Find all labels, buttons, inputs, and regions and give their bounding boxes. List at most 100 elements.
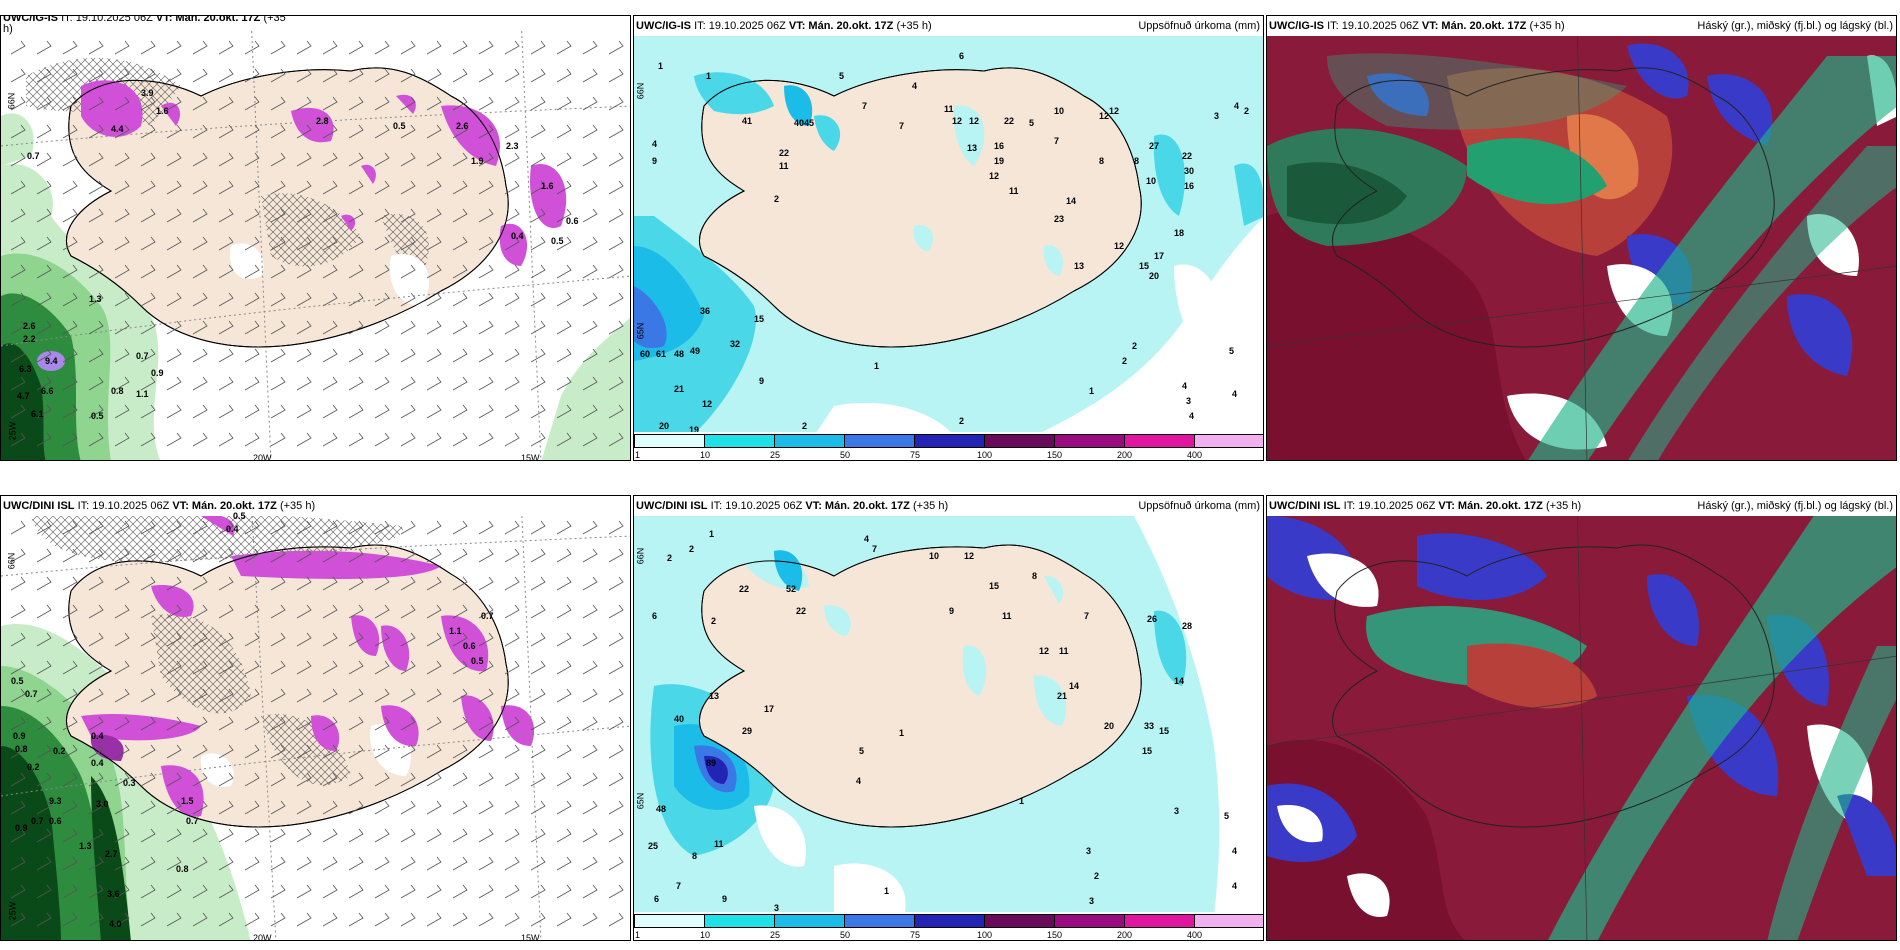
value-label: 15 bbox=[1159, 726, 1170, 736]
init-time: IT: 19.10.2025 06Z bbox=[694, 20, 786, 32]
value-label: 0.6 bbox=[49, 816, 62, 826]
value-label: 3 bbox=[1174, 806, 1180, 816]
value-label: 1.6 bbox=[156, 106, 169, 116]
value-label: 5 bbox=[1029, 118, 1035, 128]
panel-header: UWC/IG-IS IT: 19.10.2025 06Z VT: Mán. 20… bbox=[1267, 16, 1896, 36]
panel-bottom-right-clouds: UWC/DINI ISL IT: 19.10.2025 06Z VT: Mán.… bbox=[1266, 495, 1897, 941]
value-label: 9 bbox=[652, 156, 658, 166]
value-label: 3.9 bbox=[141, 88, 154, 98]
value-label: 0.7 bbox=[25, 689, 38, 699]
panel-header: UWC/IG-IS IT: 19.10.2025 06Z VT: Mán. 20… bbox=[1, 16, 630, 28]
value-label: 52 bbox=[786, 584, 797, 594]
lat-label-66n: 66N bbox=[6, 552, 17, 570]
value-label: 1.9 bbox=[471, 156, 484, 166]
value-label: 2 bbox=[774, 194, 780, 204]
value-label: 15 bbox=[1139, 261, 1150, 271]
value-label: 32 bbox=[730, 339, 741, 349]
value-label: 61 bbox=[656, 349, 667, 359]
model-name: UWC/IG-IS bbox=[1269, 20, 1324, 32]
panel-header: UWC/DINI ISL IT: 19.10.2025 06Z VT: Mán.… bbox=[1267, 496, 1896, 516]
value-label: 21 bbox=[1057, 691, 1068, 701]
value-label: 17 bbox=[1154, 251, 1165, 261]
value-label: 11 bbox=[1002, 611, 1012, 621]
value-label: 2.8 bbox=[316, 116, 329, 126]
value-label: 1.1 bbox=[449, 626, 462, 636]
valid-time: VT: Mán. 20.okt. 17Z bbox=[1438, 500, 1543, 512]
colorbar-tick: 100 bbox=[977, 930, 993, 940]
value-label: 0.5 bbox=[11, 676, 24, 686]
value-label: 5 bbox=[1224, 811, 1230, 821]
value-label: 0.5 bbox=[233, 511, 246, 521]
value-label: 3.0 bbox=[96, 799, 109, 809]
valid-time: VT: Mán. 20.okt. 17Z bbox=[805, 500, 910, 512]
value-label: 0.8 bbox=[176, 864, 189, 874]
value-label: 0.5 bbox=[551, 236, 564, 246]
lead-time-wrap: h) bbox=[3, 23, 13, 35]
value-label: 10 bbox=[929, 551, 940, 561]
value-label: 1 bbox=[1019, 796, 1025, 806]
value-label: 6 bbox=[652, 611, 658, 621]
value-label: 16 bbox=[1184, 181, 1195, 191]
value-label: 8 bbox=[1032, 571, 1038, 581]
value-label: 29 bbox=[742, 726, 753, 736]
value-label: 8 bbox=[1099, 156, 1105, 166]
value-label: 40 bbox=[794, 118, 805, 128]
value-label: 8 bbox=[692, 851, 698, 861]
colorbar-swatch bbox=[704, 434, 775, 448]
colorbar-tick: 50 bbox=[840, 930, 851, 940]
value-label: 19 bbox=[689, 425, 700, 435]
colorbar-swatch bbox=[634, 434, 705, 448]
value-label: 8 bbox=[1134, 156, 1140, 166]
value-label: 11 bbox=[1009, 186, 1019, 196]
value-label: 0.9 bbox=[15, 823, 28, 833]
value-label: 49 bbox=[690, 346, 701, 356]
colorbar-swatch bbox=[1054, 914, 1125, 928]
value-label: 89 bbox=[706, 758, 717, 768]
colorbar-swatch bbox=[1124, 914, 1195, 928]
value-label: 6.3 bbox=[19, 364, 32, 374]
value-label: 14 bbox=[1066, 196, 1077, 206]
lat-label-65n: 65N bbox=[635, 322, 646, 340]
panel-top-left-wind-precip: UWC/IG-IS IT: 19.10.2025 06Z VT: Mán. 20… bbox=[0, 15, 631, 461]
value-label: 19 bbox=[994, 156, 1005, 166]
valid-time: VT: Mán. 20.okt. 17Z bbox=[172, 500, 277, 512]
value-label: 2 bbox=[1132, 341, 1138, 351]
lon-label-20w: 20W bbox=[253, 933, 272, 941]
value-label: 10 bbox=[1054, 106, 1065, 116]
value-label: 17 bbox=[764, 704, 775, 714]
colorbar-swatch bbox=[844, 434, 915, 448]
value-label: 4 bbox=[864, 534, 870, 544]
colorbar-tick: 200 bbox=[1117, 930, 1133, 940]
colorbar-swatch bbox=[914, 914, 985, 928]
panel-top-right-clouds: UWC/IG-IS IT: 19.10.2025 06Z VT: Mán. 20… bbox=[1266, 15, 1897, 461]
panel-header: UWC/DINI ISL IT: 19.10.2025 06Z VT: Mán.… bbox=[1, 496, 630, 516]
value-label: 7 bbox=[872, 544, 878, 554]
value-label: 6.6 bbox=[41, 386, 54, 396]
value-label: 13 bbox=[967, 143, 978, 153]
value-label: 12 bbox=[1099, 111, 1110, 121]
value-label: 3 bbox=[1186, 396, 1192, 406]
value-label: 22 bbox=[739, 584, 750, 594]
lon-label-15w: 15W bbox=[521, 453, 540, 461]
value-label: 14 bbox=[1069, 681, 1080, 691]
product-title: Uppsöfnuð úrkoma (mm) bbox=[1138, 20, 1260, 32]
lat-label-66n: 66N bbox=[635, 547, 646, 565]
value-label: 5 bbox=[859, 746, 865, 756]
value-label: 45 bbox=[804, 118, 815, 128]
wind-precip-map bbox=[1, 16, 630, 460]
colorbar-swatch bbox=[774, 914, 845, 928]
panel-top-middle-accum-precip: UWC/IG-IS IT: 19.10.2025 06Z VT: Mán. 20… bbox=[633, 15, 1264, 461]
value-label: 22 bbox=[796, 606, 807, 616]
value-label: 2.7 bbox=[105, 849, 118, 859]
colorbar-tick: 150 bbox=[1047, 930, 1063, 940]
value-label: 40 bbox=[674, 714, 685, 724]
colorbar-swatch bbox=[1194, 914, 1263, 928]
value-label: 20 bbox=[659, 421, 670, 431]
value-label: 1 bbox=[899, 728, 905, 738]
colorbar-swatch bbox=[1054, 434, 1125, 448]
value-label: 12 bbox=[702, 399, 713, 409]
value-label: 0.8 bbox=[111, 386, 124, 396]
value-label: 28 bbox=[1182, 621, 1193, 631]
value-label: 0.5 bbox=[393, 121, 406, 131]
value-label: 3 bbox=[774, 903, 780, 913]
